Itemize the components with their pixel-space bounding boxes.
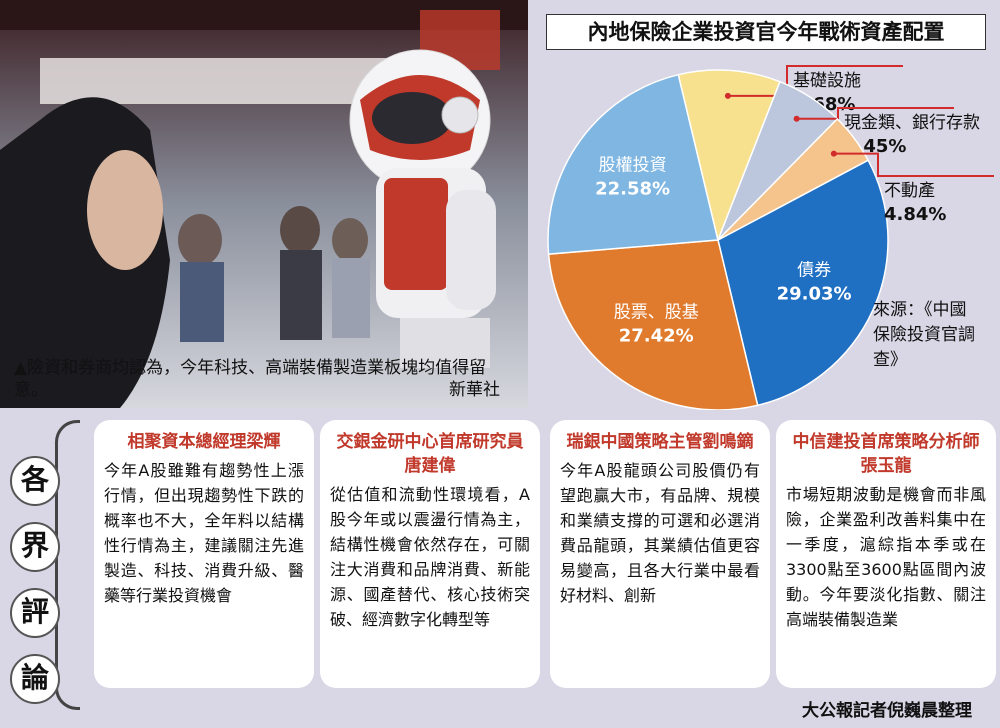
card-author: 瑞銀中國策略主管劉鳴鏑	[566, 432, 754, 452]
slice-label: 債券	[797, 260, 831, 280]
slice-label: 不動產	[884, 181, 935, 201]
slice-label: 現金類、銀行存款	[844, 113, 980, 133]
slice-label: 基礎設施	[793, 71, 861, 91]
pie-slice	[547, 73, 719, 255]
chart-source: 來源：《中國保險投資官調查》	[873, 300, 975, 370]
section-title-char: 各	[10, 456, 60, 506]
section-title-char: 界	[10, 522, 60, 572]
robot-photo-illustration	[0, 0, 528, 408]
comment-card: 瑞銀中國策略主管劉鳴鏑 今年A股龍頭公司股價仍有望跑贏大市，有品牌、規模和業績支…	[550, 420, 770, 688]
card-author: 相聚資本總經理梁輝	[127, 432, 281, 452]
card-text: 今年A股龍頭公司股價仍有望跑贏大市，有品牌、規模和業績支撐的可選和必選消費品龍頭…	[560, 461, 760, 605]
section-title: 各 界 評 論	[10, 456, 60, 720]
slice-label: 股權投資	[599, 155, 667, 175]
callout-line	[833, 152, 994, 177]
callout-dot	[793, 115, 800, 122]
slice-value: 22.58%	[595, 178, 670, 199]
reporter-credit: 大公報記者倪巍晨整理	[802, 701, 972, 721]
section-title-char: 評	[10, 588, 60, 638]
card-author: 中信建投首席策略分析師張玉龍	[792, 432, 980, 476]
slice-value: 4.84%	[884, 204, 946, 225]
comment-card: 交銀金研中心首席研究員唐建偉 從估值和流動性環境看，A股今年或以震盪行情為主，結…	[320, 420, 540, 688]
callout-line	[796, 107, 954, 120]
photo-caption: ▲險資和券商均認為，今年科技、高端裝備製造業板塊均值得留意。 新華社	[14, 357, 500, 401]
pie-slice	[677, 69, 781, 243]
pie-slice	[717, 117, 870, 241]
pie-chart: 債券29.03%股票、股基27.42%股權投資22.58%基礎設施9.68%現金…	[547, 65, 994, 410]
card-text: 從估值和流動性環境看，A股今年或以震盪行情為主，結構性機會依然存在，可關注大消費…	[330, 485, 530, 629]
card-text: 市場短期波動是機會而非風險，企業盈利改善料集中在一季度，滬綜指本季或在3300點…	[786, 485, 986, 629]
news-photo: ▲險資和券商均認為，今年科技、高端裝備製造業板塊均值得留意。 新華社	[0, 0, 528, 408]
slice-value: 27.42%	[619, 325, 694, 346]
callout-dot	[830, 150, 837, 157]
pie-slice	[547, 239, 759, 410]
slice-value: 29.03%	[777, 283, 852, 304]
caption-text: ▲險資和券商均認為，今年科技、高端裝備製造業板塊均值得留意。	[14, 358, 487, 400]
section-title-char: 論	[10, 654, 60, 704]
card-author: 交銀金研中心首席研究員唐建偉	[336, 432, 524, 476]
callout-dot	[724, 92, 731, 99]
comment-card: 相聚資本總經理梁輝 今年A股雖難有趨勢性上漲行情，但出現趨勢性下跌的概率也不大，…	[94, 420, 314, 688]
slice-label: 股票、股基	[614, 302, 699, 322]
comment-card: 中信建投首席策略分析師張玉龍 市場短期波動是機會而非風險，企業盈利改善料集中在一…	[776, 420, 996, 688]
photo-credit: 新華社	[449, 380, 500, 400]
callout-line	[727, 65, 903, 97]
chart-title: 內地保險企業投資官今年戰術資產配置	[546, 14, 986, 50]
pie-slice	[717, 159, 889, 407]
card-text: 今年A股雖難有趨勢性上漲行情，但出現趨勢性下跌的概率也不大，全年料以結構性行情為…	[104, 461, 304, 605]
